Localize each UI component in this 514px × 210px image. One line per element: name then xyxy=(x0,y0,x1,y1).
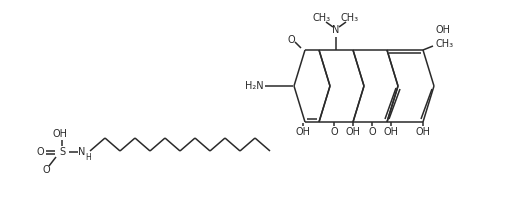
Text: S: S xyxy=(59,147,65,157)
Text: OH: OH xyxy=(435,25,450,35)
Text: O: O xyxy=(368,127,376,137)
Text: N: N xyxy=(333,25,340,35)
Text: OH: OH xyxy=(415,127,431,137)
Text: N: N xyxy=(78,147,86,157)
Text: O: O xyxy=(287,35,295,45)
Text: OH: OH xyxy=(52,129,67,139)
Text: CH₃: CH₃ xyxy=(341,13,359,23)
Text: OH: OH xyxy=(296,127,310,137)
Text: OH: OH xyxy=(345,127,360,137)
Text: H: H xyxy=(85,152,91,161)
Text: O: O xyxy=(330,127,338,137)
Text: O: O xyxy=(42,165,50,175)
Text: CH₃: CH₃ xyxy=(313,13,331,23)
Text: O: O xyxy=(36,147,44,157)
Text: OH: OH xyxy=(383,127,398,137)
Text: CH₃: CH₃ xyxy=(435,39,453,49)
Text: H₂N: H₂N xyxy=(245,81,264,91)
